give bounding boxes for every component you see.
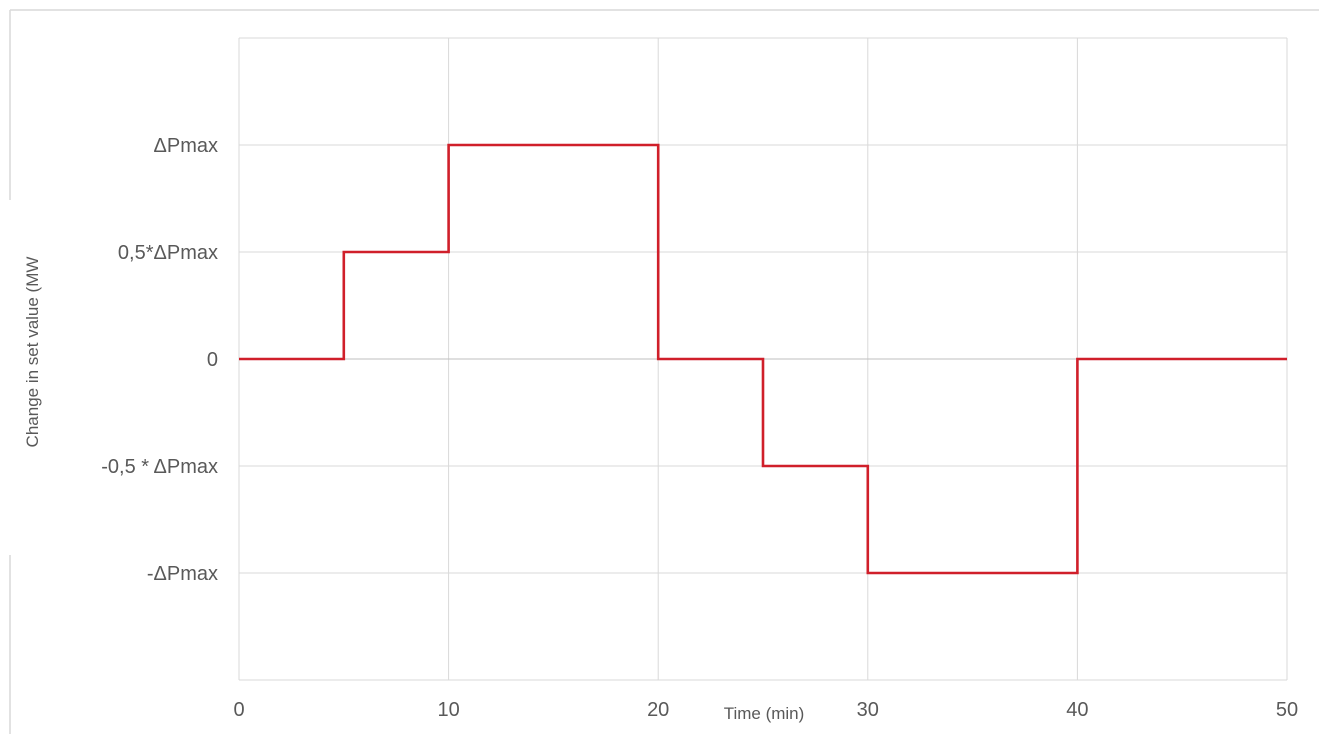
x-tick-label: 0 (233, 699, 244, 721)
chart-frame (9, 9, 1319, 734)
x-tick-label: 50 (1276, 699, 1298, 721)
x-tick-label: 30 (857, 699, 879, 721)
y-tick-label: -0,5 * ΔPmax (101, 456, 218, 478)
series-layer (239, 143, 1287, 575)
series-line (239, 143, 1287, 575)
x-tick-label: 10 (437, 699, 459, 721)
x-tick-label: 40 (1066, 699, 1088, 721)
y-tick-label: 0,5*ΔPmax (118, 242, 218, 264)
x-axis-title: Time (min) (724, 704, 805, 723)
y-tick-label: 0 (207, 349, 218, 371)
y-tick-label: ΔPmax (154, 135, 218, 157)
y-tick-label: -ΔPmax (147, 563, 218, 585)
y-tick-labels: ΔPmax 0,5*ΔPmax 0 -0,5 * ΔPmax -ΔPmax (101, 135, 218, 585)
y-axis-title: Change in set value (MW (23, 257, 42, 448)
x-tick-labels: 0 10 20 30 40 50 (233, 699, 1298, 721)
x-tick-label: 20 (647, 699, 669, 721)
